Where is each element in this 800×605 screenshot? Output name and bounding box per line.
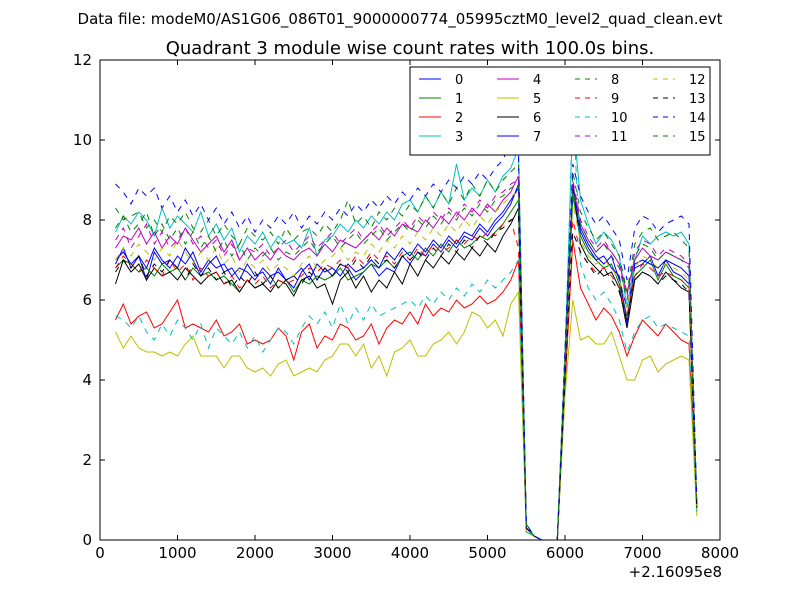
y-tick-label: 12 xyxy=(73,51,92,69)
series-line-15 xyxy=(115,183,698,540)
chart-suptitle: Data file: modeM0/AS1G06_086T01_90000007… xyxy=(78,10,723,29)
legend-label-4: 4 xyxy=(533,73,541,88)
series-line-9 xyxy=(115,219,698,540)
series-line-7 xyxy=(115,186,698,540)
chart-title: Quadrant 3 module wise count rates with … xyxy=(166,38,655,59)
series-line-2 xyxy=(115,239,698,540)
series-line-10 xyxy=(115,99,698,540)
x-tick-label: 4000 xyxy=(391,544,429,562)
legend-label-5: 5 xyxy=(533,92,541,107)
series-line-13 xyxy=(115,215,698,540)
y-tick-label: 8 xyxy=(82,211,92,229)
legend-label-15: 15 xyxy=(689,130,706,145)
legend-box xyxy=(409,66,711,156)
y-tick-label: 4 xyxy=(82,371,92,389)
legend-label-13: 13 xyxy=(689,92,706,107)
x-tick-label: 8000 xyxy=(701,544,739,562)
legend-label-8: 8 xyxy=(611,73,619,88)
legend-label-6: 6 xyxy=(533,111,541,126)
series-line-8 xyxy=(115,162,698,540)
legend-label-2: 2 xyxy=(455,111,463,126)
x-tick-label: 5000 xyxy=(468,544,506,562)
x-tick-label: 3000 xyxy=(313,544,351,562)
y-tick-label: 6 xyxy=(82,291,92,309)
legend-label-0: 0 xyxy=(455,73,463,88)
legend-label-1: 1 xyxy=(455,92,463,107)
x-tick-label: 6000 xyxy=(546,544,584,562)
legend-label-12: 12 xyxy=(689,73,706,88)
x-tick-label: 2000 xyxy=(236,544,274,562)
legend-label-9: 9 xyxy=(611,92,619,107)
y-tick-label: 0 xyxy=(82,531,92,549)
x-tick-label: 1000 xyxy=(158,544,196,562)
series-line-5 xyxy=(115,290,698,540)
y-tick-label: 2 xyxy=(82,451,92,469)
series-layer xyxy=(115,99,698,540)
axis-ticks: 0 1000 2000 3000 4000 5000 6000 7000 80000246810… xyxy=(73,51,739,562)
legend-label-14: 14 xyxy=(689,111,706,126)
series-line-1 xyxy=(115,195,698,540)
series-line-0 xyxy=(115,183,698,540)
series-line-14 xyxy=(115,138,698,540)
legend-label-11: 11 xyxy=(611,130,628,145)
legend-label-3: 3 xyxy=(455,130,463,145)
x-offset-label: +2.16095e8 xyxy=(629,563,722,581)
series-line-3 xyxy=(115,115,698,540)
series-line-4 xyxy=(115,175,698,540)
series-line-12 xyxy=(115,191,698,540)
x-tick-label: 0 xyxy=(95,544,105,562)
x-tick-label: 7000 xyxy=(623,544,661,562)
series-line-11 xyxy=(115,179,698,540)
legend-label-7: 7 xyxy=(533,130,541,145)
y-tick-label: 10 xyxy=(73,131,92,149)
legend-label-10: 10 xyxy=(611,111,628,126)
